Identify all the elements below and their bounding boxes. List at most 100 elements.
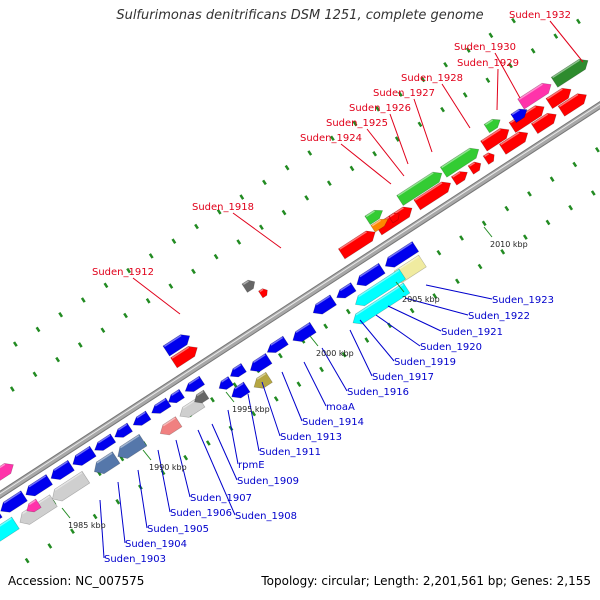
gene-highlight <box>339 231 367 250</box>
tick-dot <box>511 17 516 24</box>
top-gene-label: Suden_1929 <box>457 58 519 69</box>
gene-arrow <box>356 262 386 287</box>
bottom-leader-line <box>359 319 395 362</box>
gene-highlight <box>163 334 182 347</box>
kbp-label: 2010 kbp <box>490 240 528 249</box>
gene-arrow <box>167 388 185 404</box>
bottom-gene-label: Suden_1903 <box>104 554 166 565</box>
gene-arrow <box>467 161 482 175</box>
gene-highlight <box>28 499 36 506</box>
gene-highlight <box>3 491 22 504</box>
bottom-gene-label: Suden_1920 <box>420 342 482 353</box>
gene-arrow <box>439 147 480 178</box>
bottom-leader-line <box>349 329 373 377</box>
gene-highlight <box>75 446 90 457</box>
gene-highlight <box>188 376 200 385</box>
top-gene-label: Suden_1932 <box>509 10 571 21</box>
tick-dot <box>549 176 555 182</box>
gene-arrow <box>545 87 572 110</box>
gene-labels: 1985 kbp 1990 kbp 1995 kbp 2000 kbp 2005 kbp… <box>68 10 571 565</box>
tick-dot <box>70 528 75 534</box>
gene-arrow <box>241 279 256 293</box>
gene-highlight <box>53 461 68 472</box>
gene-arrow <box>231 381 251 399</box>
gene-arrow <box>184 375 206 392</box>
gene-arrow <box>162 334 191 357</box>
gene-arrow <box>530 112 557 135</box>
gene-arrow <box>292 321 317 342</box>
gene-arrow <box>508 105 545 133</box>
bottom-leader-line <box>387 305 442 332</box>
tick-dot <box>55 356 61 363</box>
top-leader-line <box>549 20 584 63</box>
bottom-gene-label: Suden_1919 <box>394 357 456 368</box>
tick-dot <box>576 18 581 25</box>
tick-dot <box>251 410 257 417</box>
bottom-leader-line <box>175 439 191 498</box>
gene-arrow <box>550 58 589 88</box>
tick-dot <box>409 307 415 314</box>
top-leader-line <box>494 52 521 99</box>
gene-highlight <box>196 390 204 397</box>
bottom-gene-label: Suden_1904 <box>125 539 187 550</box>
bottom-leader-line <box>211 423 238 481</box>
tick-dot <box>239 194 245 200</box>
tick-dot <box>9 386 15 392</box>
gene-highlight <box>96 452 113 464</box>
genome-title: Sulfurimonas denitrificans DSM 1251, com… <box>116 8 484 23</box>
gene-arrow <box>19 494 58 525</box>
tick-dot <box>213 253 219 260</box>
kbp-label: 1985 kbp <box>68 521 106 530</box>
gene-arrow <box>72 445 97 466</box>
bottom-gene-label: Suden_1905 <box>147 524 209 535</box>
tick-dot <box>488 32 494 39</box>
gene-arrow <box>396 171 443 206</box>
kbp-tick <box>142 449 152 461</box>
gene-features <box>0 58 589 542</box>
gene-highlight <box>118 423 128 431</box>
gene-arrow <box>510 108 528 124</box>
gene-highlight <box>0 463 6 469</box>
gene-highlight <box>315 295 331 306</box>
gene-arrow <box>114 422 133 438</box>
tick-dot <box>183 454 189 461</box>
gene-arrow <box>336 282 357 299</box>
gene-highlight <box>171 389 180 396</box>
gene-arrow <box>50 459 75 480</box>
tick-dot <box>284 164 290 171</box>
tick-dot <box>80 297 86 303</box>
tick-dot <box>296 381 302 387</box>
tick-dot <box>590 190 596 196</box>
gene-arrow <box>229 362 247 378</box>
kbp-tick <box>61 507 71 519</box>
gene-arrow <box>132 410 152 426</box>
bottom-gene-label: Suden_1911 <box>259 447 321 458</box>
gene-highlight <box>546 88 563 100</box>
accession-text: Accession: NC_007575 <box>8 574 145 588</box>
gene-arrow <box>312 294 337 315</box>
gene-highlight <box>552 59 580 79</box>
tick-dot <box>504 205 510 212</box>
tick-dot <box>205 440 211 446</box>
gene-arrow <box>151 397 172 414</box>
tick-dot <box>443 61 449 68</box>
kbp-tick <box>309 335 319 347</box>
tick-dot <box>103 282 109 289</box>
tick-dot <box>568 204 574 211</box>
tick-dot <box>77 342 83 348</box>
gene-highlight <box>359 263 379 278</box>
bottom-leader-line <box>281 371 303 422</box>
tick-dot <box>440 106 445 113</box>
gene-highlight <box>339 283 351 292</box>
bottom-leader-line <box>321 347 348 392</box>
gene-arrow <box>0 463 14 481</box>
tick-dot <box>420 76 426 83</box>
tick-dot <box>58 311 64 318</box>
tick-dot <box>168 283 174 289</box>
bottom-gene-label: Suden_1907 <box>190 493 252 504</box>
bottom-gene-label: Suden_1922 <box>468 311 530 322</box>
